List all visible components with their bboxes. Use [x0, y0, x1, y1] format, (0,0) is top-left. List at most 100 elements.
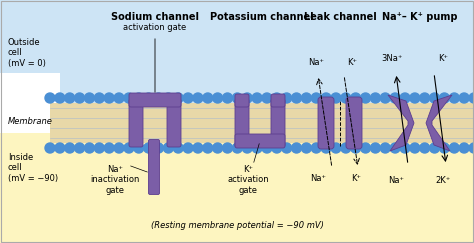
Circle shape: [213, 93, 223, 103]
Circle shape: [419, 93, 430, 103]
FancyBboxPatch shape: [235, 134, 285, 148]
Circle shape: [114, 143, 124, 153]
FancyBboxPatch shape: [129, 93, 181, 107]
Circle shape: [193, 93, 203, 103]
Circle shape: [154, 143, 164, 153]
Circle shape: [301, 143, 311, 153]
Circle shape: [232, 93, 242, 103]
Circle shape: [45, 93, 55, 103]
Bar: [0, 133, 474, 243]
Polygon shape: [0, 0, 474, 113]
Circle shape: [292, 93, 301, 103]
Circle shape: [144, 143, 154, 153]
Circle shape: [311, 93, 321, 103]
Circle shape: [94, 143, 104, 153]
Circle shape: [459, 143, 469, 153]
Text: Outside
cell
(mV = 0): Outside cell (mV = 0): [8, 38, 46, 68]
Circle shape: [272, 93, 282, 103]
Text: 2K⁺: 2K⁺: [436, 176, 451, 185]
Text: activation gate: activation gate: [123, 24, 187, 33]
Circle shape: [331, 93, 341, 103]
Circle shape: [134, 93, 144, 103]
Circle shape: [410, 143, 420, 153]
FancyBboxPatch shape: [235, 99, 249, 147]
Circle shape: [282, 93, 292, 103]
Circle shape: [65, 93, 75, 103]
Circle shape: [410, 93, 420, 103]
Circle shape: [144, 93, 154, 103]
Circle shape: [55, 93, 65, 103]
Circle shape: [84, 93, 94, 103]
Circle shape: [272, 143, 282, 153]
Text: Na⁺
inactivation
gate: Na⁺ inactivation gate: [91, 165, 140, 195]
Circle shape: [94, 93, 104, 103]
Circle shape: [311, 143, 321, 153]
Text: Membrane: Membrane: [8, 116, 53, 125]
Circle shape: [104, 143, 114, 153]
Circle shape: [292, 143, 301, 153]
Circle shape: [439, 143, 449, 153]
Circle shape: [380, 143, 390, 153]
Circle shape: [370, 143, 381, 153]
Circle shape: [361, 143, 371, 153]
Circle shape: [380, 93, 390, 103]
Text: Na⁺: Na⁺: [310, 174, 326, 183]
Circle shape: [173, 143, 183, 153]
Circle shape: [262, 93, 272, 103]
Circle shape: [203, 93, 213, 103]
Circle shape: [84, 143, 94, 153]
Circle shape: [419, 143, 430, 153]
Circle shape: [222, 93, 232, 103]
Circle shape: [301, 93, 311, 103]
Circle shape: [341, 143, 351, 153]
Polygon shape: [60, 0, 474, 113]
Circle shape: [193, 143, 203, 153]
Circle shape: [134, 143, 144, 153]
Circle shape: [183, 143, 193, 153]
Text: (Resting membrane potential = −90 mV): (Resting membrane potential = −90 mV): [151, 220, 323, 229]
Circle shape: [232, 143, 242, 153]
Circle shape: [104, 93, 114, 103]
Circle shape: [400, 143, 410, 153]
Circle shape: [429, 93, 439, 103]
Circle shape: [74, 93, 84, 103]
Circle shape: [361, 93, 371, 103]
Bar: [50, 103, 474, 143]
Circle shape: [45, 143, 55, 153]
Circle shape: [252, 93, 262, 103]
Circle shape: [222, 143, 232, 153]
Text: Na⁺: Na⁺: [308, 58, 324, 67]
Circle shape: [439, 93, 449, 103]
Circle shape: [242, 93, 252, 103]
Circle shape: [449, 143, 459, 153]
Circle shape: [65, 143, 75, 153]
Circle shape: [449, 93, 459, 103]
Circle shape: [341, 93, 351, 103]
FancyBboxPatch shape: [271, 99, 285, 147]
Circle shape: [262, 143, 272, 153]
Circle shape: [351, 93, 361, 103]
Circle shape: [370, 93, 381, 103]
Circle shape: [124, 93, 134, 103]
Circle shape: [390, 143, 400, 153]
Circle shape: [173, 93, 183, 103]
Circle shape: [400, 93, 410, 103]
Text: Inside
cell
(mV = −90): Inside cell (mV = −90): [8, 153, 58, 183]
Circle shape: [154, 93, 164, 103]
Text: Na⁺– K⁺ pump: Na⁺– K⁺ pump: [382, 12, 458, 22]
Circle shape: [124, 143, 134, 153]
Circle shape: [429, 143, 439, 153]
Text: Na⁺: Na⁺: [388, 176, 404, 185]
Text: Potassium channel: Potassium channel: [210, 12, 314, 22]
FancyBboxPatch shape: [346, 97, 362, 149]
Text: Sodium channel: Sodium channel: [111, 12, 199, 22]
FancyBboxPatch shape: [318, 97, 334, 149]
Circle shape: [164, 143, 173, 153]
Circle shape: [459, 93, 469, 103]
Circle shape: [351, 143, 361, 153]
Circle shape: [183, 93, 193, 103]
Text: Leak channel: Leak channel: [304, 12, 376, 22]
Circle shape: [55, 143, 65, 153]
FancyBboxPatch shape: [271, 94, 285, 107]
Circle shape: [390, 93, 400, 103]
